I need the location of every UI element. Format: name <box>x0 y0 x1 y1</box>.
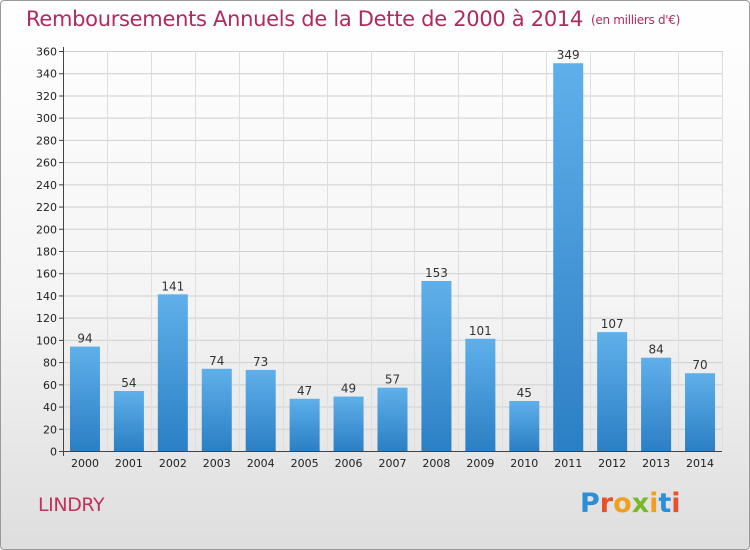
chart-title-text: Remboursements Annuels de la Dette de 20… <box>26 7 583 31</box>
y-tick-label: 140 <box>36 290 57 303</box>
data-label-2005: 47 <box>297 384 312 398</box>
bar-2000 <box>69 346 100 451</box>
y-tick-label: 120 <box>36 312 57 325</box>
data-label-2009: 101 <box>469 324 492 338</box>
proxiti-logo: Proxiti <box>580 488 681 519</box>
x-tick-label-2011: 2011 <box>554 457 582 470</box>
y-tick-label: 0 <box>50 446 57 459</box>
bar-2012 <box>597 332 628 451</box>
bar-2013 <box>641 357 672 451</box>
y-tick-label: 60 <box>43 379 57 392</box>
y-tick-label: 360 <box>36 46 57 59</box>
x-tick-label-2009: 2009 <box>466 457 494 470</box>
logo-letter: r <box>599 488 614 519</box>
logo-letter: o <box>613 488 632 519</box>
data-label-2001: 54 <box>121 376 136 390</box>
data-label-2004: 73 <box>253 355 268 369</box>
bar-2003 <box>201 368 232 451</box>
data-label-2006: 49 <box>341 382 356 396</box>
data-label-2003: 74 <box>209 354 224 368</box>
y-tick-label: 20 <box>43 423 57 436</box>
y-tick-label: 260 <box>36 157 57 170</box>
x-tick-label-2006: 2006 <box>335 457 363 470</box>
bar-2005 <box>289 398 320 451</box>
data-label-2008: 153 <box>425 266 448 280</box>
y-tick-label: 100 <box>36 334 57 347</box>
x-tick-label-2014: 2014 <box>686 457 714 470</box>
y-tick-label: 180 <box>36 246 57 259</box>
x-tick-label-2002: 2002 <box>159 457 187 470</box>
bar-2010 <box>509 401 540 451</box>
bars <box>69 63 716 451</box>
data-label-2012: 107 <box>601 317 624 331</box>
logo-letter: i <box>649 488 659 519</box>
chart-unit: (en milliers d'€) <box>591 13 681 27</box>
x-tick-label-2003: 2003 <box>203 457 231 470</box>
y-tick-label: 40 <box>43 401 57 414</box>
bar-2004 <box>245 369 276 451</box>
data-label-2013: 84 <box>648 343 663 357</box>
bar-2014 <box>685 373 716 451</box>
chart-title: Remboursements Annuels de la Dette de 20… <box>26 7 680 31</box>
logo-letter: P <box>580 488 600 519</box>
bar-2002 <box>157 294 188 451</box>
commune-name: LINDRY <box>38 494 105 516</box>
data-label-2007: 57 <box>385 373 400 387</box>
x-tick-label-2008: 2008 <box>422 457 450 470</box>
data-label-2010: 45 <box>517 386 532 400</box>
y-tick-label: 160 <box>36 268 57 281</box>
x-tick-label-2004: 2004 <box>247 457 275 470</box>
bar-2006 <box>333 396 364 451</box>
y-tick-label: 300 <box>36 112 57 125</box>
bar-2001 <box>113 391 144 451</box>
y-tick-label: 220 <box>36 201 57 214</box>
x-tick-label-2005: 2005 <box>291 457 319 470</box>
data-label-2000: 94 <box>77 332 92 346</box>
data-label-2002: 141 <box>161 279 184 293</box>
y-tick-label: 240 <box>36 179 57 192</box>
x-tick-label-2007: 2007 <box>379 457 407 470</box>
bar-2008 <box>421 281 452 451</box>
bar-2007 <box>377 387 408 451</box>
data-labels: 94 54 141 74 73 47 49 57 153 101 45 349 107 84 70 <box>77 48 707 400</box>
y-tick-label: 280 <box>36 134 57 147</box>
y-tick-label: 80 <box>43 357 57 370</box>
y-tick-label: 200 <box>36 223 57 236</box>
x-tick-label-2013: 2013 <box>642 457 670 470</box>
data-label-2014: 70 <box>692 358 707 372</box>
x-tick-label-2000: 2000 <box>71 457 99 470</box>
x-tick-label-2012: 2012 <box>598 457 626 470</box>
logo-letter: i <box>671 488 681 519</box>
data-label-2011: 349 <box>557 48 580 62</box>
y-tick-label: 340 <box>36 68 57 81</box>
axes: 0 20 40 60 80 100 120 140 160 180 200 220 240 260 280 3… <box>36 46 722 470</box>
x-tick-label-2010: 2010 <box>510 457 538 470</box>
bar-2011 <box>553 63 584 451</box>
logo-letter: x <box>631 488 650 519</box>
x-tick-label-2001: 2001 <box>115 457 143 470</box>
logo-letter: t <box>658 488 672 519</box>
bar-2009 <box>465 338 496 451</box>
y-tick-label: 320 <box>36 90 57 103</box>
